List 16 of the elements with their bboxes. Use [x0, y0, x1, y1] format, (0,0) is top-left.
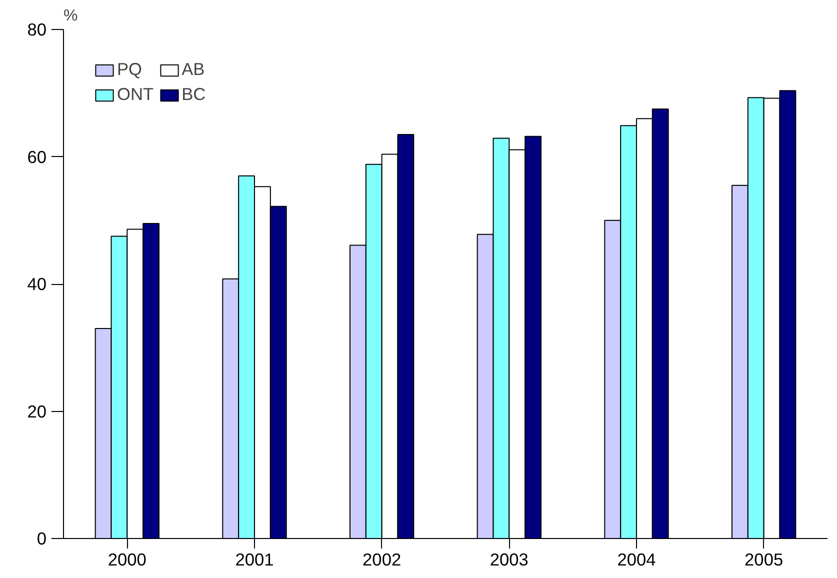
legend-label: AB: [182, 59, 205, 80]
x-tick-label: 2000: [108, 550, 146, 570]
y-axis-title: %: [64, 8, 78, 24]
x-tick-label: 2001: [235, 550, 274, 570]
y-tick-label: 40: [27, 274, 47, 294]
legend-label: BC: [182, 84, 206, 105]
x-tick-label: 2002: [362, 550, 402, 570]
legend-label: PQ: [117, 59, 142, 80]
legend-label: ONT: [117, 84, 154, 105]
y-tick-label: 20: [27, 401, 47, 422]
y-tick-label: 60: [27, 146, 47, 167]
x-tick-label: 2004: [617, 550, 656, 570]
y-tick-label: 80: [27, 20, 47, 40]
y-tick-label: 0: [36, 528, 47, 548]
x-tick-label: 2003: [490, 550, 528, 570]
x-tick-label: 2005: [744, 550, 784, 570]
